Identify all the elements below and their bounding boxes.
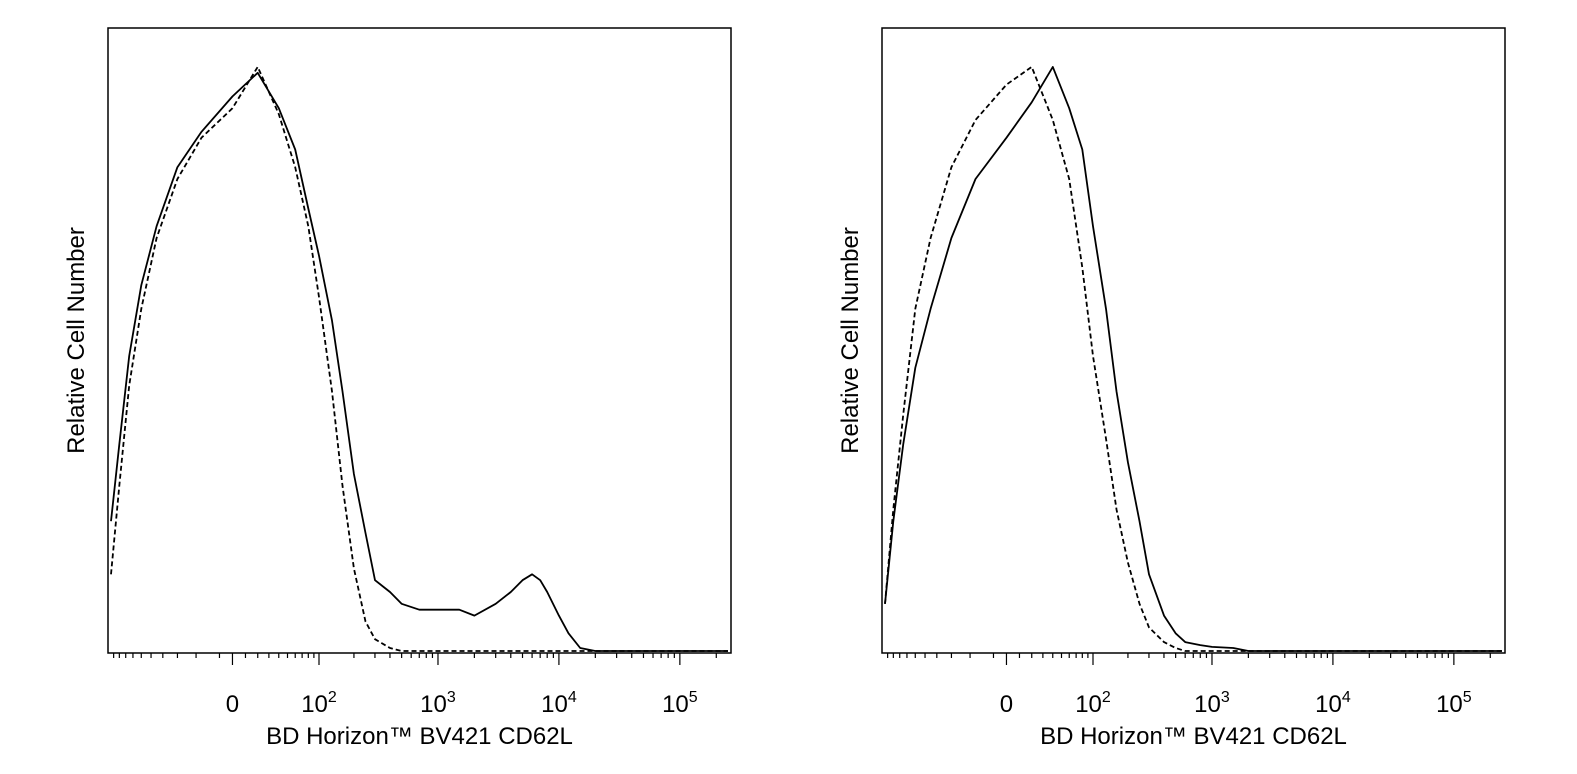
x-tick-label: 102 [1075,689,1111,718]
x-axis-ticks [113,653,717,665]
x-axis-ticks [887,653,1491,665]
x-tick-label: 0 [1000,691,1013,718]
tick-label-base: 10 [420,691,447,718]
tick-label-base: 0 [1000,691,1013,718]
plot-frame [107,27,732,654]
isotype-control-histogram [110,66,728,652]
tick-label-base: 0 [226,691,239,718]
x-axis-label: BD Horizon™ BV421 CD62L [266,723,573,750]
tick-label-base: 10 [1194,691,1221,718]
tick-label-exponent: 3 [1221,689,1230,706]
x-tick-label: 105 [1436,689,1472,718]
y-axis-label: Relative Cell Number [63,227,90,454]
tick-label-exponent: 5 [1463,689,1472,706]
x-tick-label: 0 [226,691,239,718]
tick-label-base: 10 [541,691,568,718]
tick-label-base: 10 [301,691,328,718]
stained-histogram [110,71,728,652]
tick-label-base: 10 [662,691,689,718]
tick-label-exponent: 3 [447,689,456,706]
tick-label-exponent: 4 [568,689,577,706]
tick-label-base: 10 [1315,691,1342,718]
x-tick-label: 104 [541,689,577,718]
tick-label-exponent: 2 [328,689,337,706]
x-tick-label: 102 [301,689,337,718]
x-tick-label: 103 [420,689,456,718]
tick-label-base: 10 [1436,691,1463,718]
tick-label-exponent: 5 [689,689,698,706]
x-axis-label: BD Horizon™ BV421 CD62L [1040,723,1347,750]
tick-label-base: 10 [1075,691,1102,718]
y-axis-label: Relative Cell Number [837,227,864,454]
isotype-control-histogram [884,66,1502,652]
plot-frame [881,27,1506,654]
stained-histogram [884,66,1502,652]
x-tick-label: 104 [1315,689,1351,718]
x-tick-label: 105 [662,689,698,718]
tick-label-exponent: 2 [1102,689,1111,706]
x-tick-label: 103 [1194,689,1230,718]
tick-label-exponent: 4 [1342,689,1351,706]
